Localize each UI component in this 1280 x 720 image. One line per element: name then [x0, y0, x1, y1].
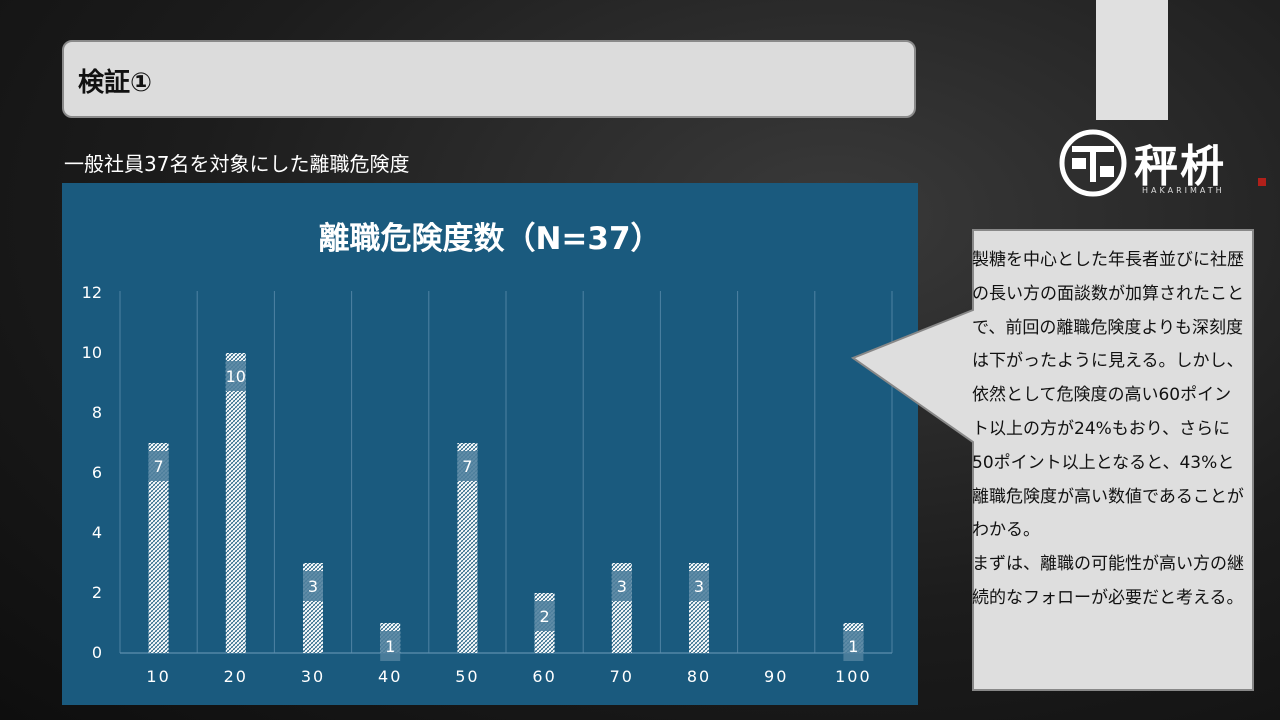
chart-title: 離職危険度数（N=37） [318, 221, 662, 257]
data-label: 1 [385, 637, 395, 656]
data-label: 2 [540, 607, 550, 626]
scale-emblem-icon [1059, 129, 1127, 197]
logo-seal-icon [1258, 178, 1266, 186]
page-title: 検証① [78, 68, 153, 98]
data-label: 3 [694, 577, 704, 596]
page-subtitle: 一般社員37名を対象にした離職危険度 [64, 152, 410, 176]
data-label-band [534, 601, 555, 631]
decorative-rectangle [1096, 0, 1168, 120]
x-tick-label: 100 [835, 667, 872, 686]
x-tick-label: 90 [764, 667, 788, 686]
title-box: 検証① [62, 40, 916, 118]
data-label-band [457, 451, 478, 481]
y-tick-label: 0 [92, 643, 102, 662]
x-tick-label: 30 [301, 667, 325, 686]
x-tick-label: 70 [610, 667, 634, 686]
data-label: 7 [462, 457, 472, 476]
bar-chart: 7 10 3 1 7 2 3 3 1 0 2 4 6 8 10 12 10 20 30 40 50 60 70 80 90 10… [82, 283, 893, 686]
x-tick-label: 50 [455, 667, 479, 686]
bar [225, 353, 246, 653]
x-tick-label: 80 [687, 667, 711, 686]
data-label-band [843, 631, 864, 661]
y-tick-label: 4 [92, 523, 102, 542]
logo-subtext: HAKARIMATH [1142, 186, 1225, 195]
logo-text: 秤枡 [1134, 141, 1226, 192]
bar [457, 443, 478, 653]
callout-text: 製糖を中心とした年長者並びに社歴の長い方の面談数が加算されたことで、前回の離職危… [972, 244, 1244, 616]
y-tick-label: 12 [82, 283, 102, 302]
y-tick-label: 8 [92, 403, 102, 422]
data-label: 3 [617, 577, 627, 596]
x-tick-label: 60 [532, 667, 556, 686]
y-tick-label: 10 [82, 343, 102, 362]
data-label: 3 [308, 577, 318, 596]
chart-panel: 離職危険度数（N=37） 7 10 3 1 7 2 3 3 1 0 2 4 6 8 10 12 10 20 30 4… [62, 183, 918, 705]
y-tick-label: 2 [92, 583, 102, 602]
x-tick-label: 40 [378, 667, 402, 686]
callout-bubble [850, 229, 1254, 691]
y-tick-label: 6 [92, 463, 102, 482]
x-tick-label: 10 [146, 667, 170, 686]
data-label-band [303, 571, 323, 601]
data-label-band [611, 571, 632, 601]
callout-paragraph: まずは、離職の可能性が高い方の継続的なフォローが必要だと考える。 [972, 554, 1244, 608]
data-label: 10 [226, 367, 246, 386]
company-logo: 秤枡 HAKARIMATH [1058, 128, 1270, 198]
callout-paragraph: 製糖を中心とした年長者並びに社歴の長い方の面談数が加算されたことで、前回の離職危… [972, 250, 1244, 541]
x-tick-label: 20 [224, 667, 248, 686]
data-label: 1 [848, 637, 858, 656]
data-label-band [380, 631, 401, 661]
bar [148, 443, 169, 653]
data-label: 7 [154, 457, 164, 476]
data-label-band [689, 571, 709, 601]
data-label-band [148, 451, 169, 481]
data-label-band [225, 361, 246, 391]
